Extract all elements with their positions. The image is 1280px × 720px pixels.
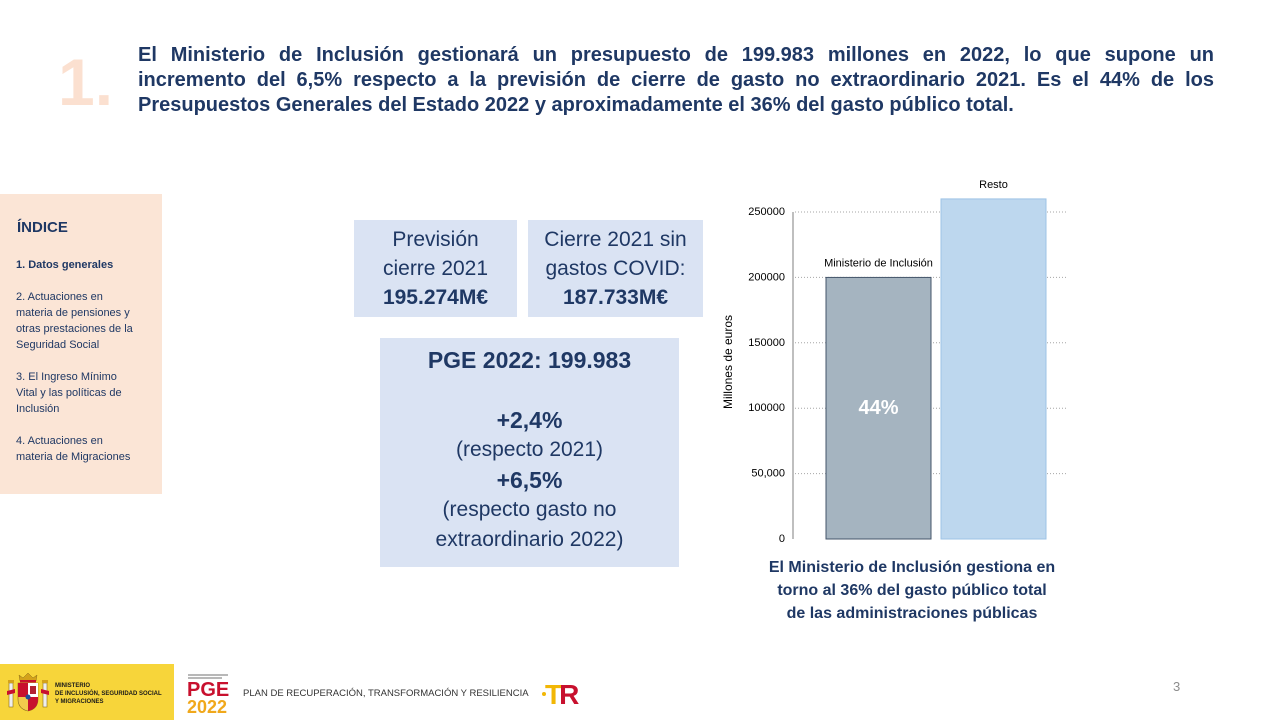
change-2021: +2,4% [496,407,563,433]
data-label: 44% [858,397,898,419]
recovery-plan-logo: TR [542,679,579,710]
sidebar-item-migraciones[interactable]: 4. Actuaciones en materia de Migraciones [16,433,162,465]
box-label: cierre 2021 [382,257,489,280]
sidebar-item-label: Vital y las políticas de [16,387,122,399]
index-heading: ÍNDICE [17,219,68,236]
title-line: incremento del 6,5% respecto a la previs… [138,69,1214,91]
coat-of-arms-icon [7,672,49,712]
page-number: 3 [1173,679,1181,694]
y-tick-label: 100000 [748,402,785,414]
y-axis-title: Millones de euros [721,315,735,409]
logo-decoration [188,674,228,676]
pge-logo-year: 2022 [187,697,228,717]
box-label: Previsión [392,228,479,251]
box-value: 187.733M€ [562,286,669,309]
index-sidebar: ÍNDICE 1. Datos generales 2. Actuaciones… [0,194,162,494]
caption-line: El Ministerio de Inclusión gestiona en [768,559,1056,576]
box-label: Cierre 2021 sin [544,228,687,251]
sidebar-item-label: materia de pensiones y [16,307,130,319]
sidebar-item-label: Inclusión [16,403,60,415]
title-line: Presupuestos Generales del Estado 2022 y… [138,94,1014,116]
ministry-name: MINISTERIO DE INCLUSIÓN, SEGURIDAD SOCIA… [55,682,162,706]
chart-caption: El Ministerio de Inclusión gestiona en t… [752,556,1072,625]
y-tick-label: 50,000 [751,468,785,480]
prevision-cierre-box: Previsión cierre 2021 195.274M€ [354,220,517,317]
ministry-logo-block: MINISTERIO DE INCLUSIÓN, SEGURIDAD SOCIA… [0,664,174,720]
pge-2022-logo: PGE 2022 [186,672,233,717]
y-tick-label: 150000 [748,337,785,349]
cierre-sin-covid-box: Cierre 2021 sin gastos COVID: 187.733M€ [528,220,703,317]
pge-headline: PGE 2022: 199.983 [427,347,632,373]
sidebar-item-label: Seguridad Social [16,339,100,351]
spacer [380,375,679,405]
title-line: El Ministerio de Inclusión gestionará un… [138,44,1214,66]
y-tick-label: 200000 [748,271,785,283]
change-2021-note: (respecto 2021) [455,438,604,461]
sidebar-item-label: 3. El Ingreso Mínimo [16,371,117,383]
ministry-name-line: Y MIGRACIONES [55,699,104,705]
sidebar-item-label: 2. Actuaciones en [16,291,103,303]
pge-2022-box: PGE 2022: 199.983 +2,4% (respecto 2021) … [380,338,679,567]
ministry-name-line: DE INCLUSIÓN, SEGURIDAD SOCIAL [55,691,162,697]
ministry-name-line: MINISTERIO [55,683,91,689]
sidebar-item-pensiones[interactable]: 2. Actuaciones en materia de pensiones y… [16,289,162,353]
box-label: gastos COVID: [545,257,686,280]
logo-letter: T [545,679,562,710]
logo-star-dot [542,692,546,696]
change-non-extraordinary-note: (respecto gasto no [442,498,617,521]
pge-logo-word: PGE [187,679,230,701]
box-value: 195.274M€ [382,286,489,309]
category-label: Ministerio de Inclusión [824,257,933,269]
sidebar-item-label: otras prestaciones de la [16,323,133,335]
logo-decoration [188,677,222,679]
sidebar-item-label: 4. Actuaciones en [16,435,103,447]
change-non-extraordinary: +6,5% [496,467,563,493]
caption-line: de las administraciones públicas [786,605,1038,622]
change-non-extraordinary-note: extraordinario 2022) [435,528,624,551]
logo-letter: R [559,679,579,710]
section-number: 1. [58,45,114,119]
recovery-plan-text: PLAN DE RECUPERACIÓN, TRANSFORMACIÓN Y R… [243,688,529,699]
category-label: Resto [979,179,1008,191]
bar-ministerio-de-inclusion [825,276,932,540]
budget-bar-chart: 0 50,000 100000 150000 200000 250000 Millones … [721,179,1068,545]
slide-title: El Ministerio de Inclusión gestionará un… [138,43,1214,118]
y-tick-label: 250000 [748,206,785,218]
sidebar-item-datos-generales[interactable]: 1. Datos generales [16,257,162,273]
caption-line: torno al 36% del gasto público total [777,582,1047,599]
y-tick-label: 0 [779,533,785,545]
sidebar-item-label: materia de Migraciones [16,451,131,463]
bar-resto [940,198,1047,540]
sidebar-item-label: 1. Datos generales [16,259,114,271]
sidebar-item-ingreso-minimo-vital[interactable]: 3. El Ingreso Mínimo Vital y las polític… [16,369,162,417]
